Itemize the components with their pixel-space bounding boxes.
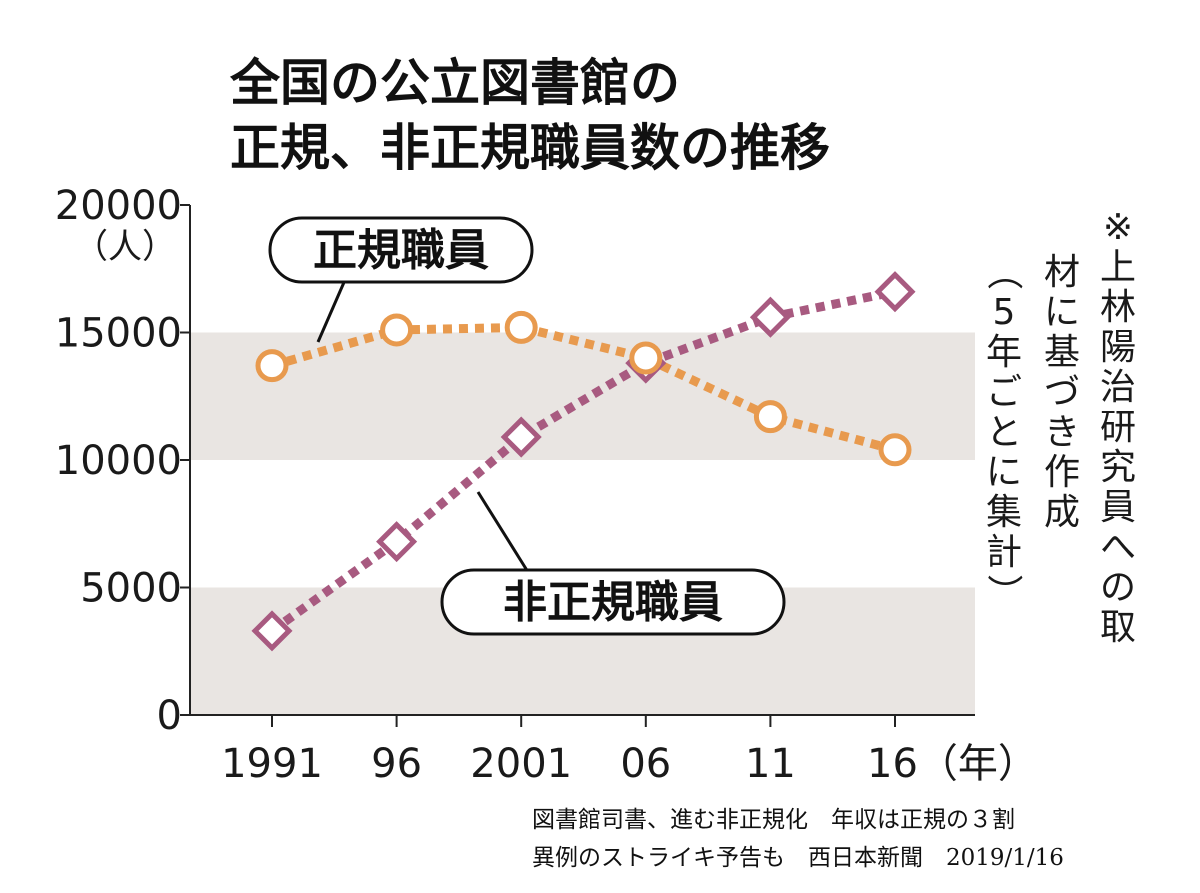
data-point-diamond	[376, 521, 418, 563]
data-point-circle	[878, 433, 912, 467]
note-char: 員	[1100, 487, 1136, 528]
note-char: 研	[1100, 407, 1136, 448]
note-char: 治	[1100, 367, 1136, 408]
note-char: 林	[1100, 287, 1136, 328]
note-char: ご	[986, 372, 1022, 413]
x-tick-label: 2001	[470, 741, 572, 787]
series-label-nonregular: 非正規職員	[503, 577, 723, 628]
y-tick-label: 20000	[55, 183, 182, 229]
note-char: へ	[1100, 527, 1136, 568]
source-caption-line-2: 異例のストライキ予告も 西日本新聞 2019/1/16	[532, 845, 1064, 871]
note-char: 基	[1044, 332, 1080, 373]
series-line-1	[269, 287, 896, 635]
source-caption-line-1: 図書館司書、進む非正規化 年収は正規の３割	[532, 807, 1015, 833]
note-char: 上	[1100, 247, 1136, 288]
data-point-diamond	[251, 610, 293, 652]
x-axis: 1991 96 2001 06 11 16（年）	[190, 714, 1038, 787]
note-char: 年	[986, 332, 1022, 373]
chart-title-line-1: 全国の公立図書館の	[229, 54, 680, 112]
note-char: に	[1044, 292, 1080, 333]
note-char: 成	[1044, 492, 1080, 533]
note-char: の	[1100, 567, 1136, 608]
note-char: 5	[993, 292, 1016, 333]
note-char: 究	[1100, 447, 1136, 488]
note-char: ）	[983, 574, 1024, 610]
series-label-connector-nonregular	[476, 491, 530, 573]
grid-bands	[190, 332, 975, 715]
note-char: 取	[1100, 607, 1136, 648]
y-tick-label: 10000	[55, 438, 182, 484]
series-lines	[251, 271, 916, 652]
data-point-diamond	[874, 271, 916, 313]
data-point-diamond	[500, 416, 542, 458]
note-char: づ	[1044, 372, 1080, 413]
y-tick-label: 15000	[55, 311, 182, 357]
data-point-circle	[504, 310, 538, 344]
chart-title-line-2: 正規、非正規職員数の推移	[230, 119, 830, 177]
series-label-connector-regular	[316, 279, 347, 343]
data-point-circle	[380, 313, 414, 347]
y-tick-label: 5000	[80, 566, 182, 612]
data-point-diamond	[749, 296, 791, 338]
x-tick-label: 96	[371, 741, 422, 787]
y-axis: 0 5000 10000 15000 20000	[55, 183, 191, 739]
note-char: き	[1044, 412, 1080, 453]
x-tick-label: 16（年）	[867, 741, 1038, 787]
series-label-box-nonregular	[440, 568, 786, 636]
y-axis-unit: （人）	[74, 227, 176, 267]
series-label-box-regular	[268, 216, 534, 284]
note-char: に	[986, 452, 1022, 493]
note-char: と	[986, 412, 1022, 453]
note-char: 計	[986, 532, 1022, 573]
x-tick-label: 11	[745, 741, 796, 787]
series-label-regular: 正規職員	[313, 225, 489, 276]
x-tick-label: 1991	[221, 741, 323, 787]
note-char: 作	[1044, 452, 1080, 493]
note-char: 陽	[1100, 327, 1136, 368]
x-tick-label: 06	[620, 741, 671, 787]
note-char: ※	[1103, 207, 1133, 248]
note-char: （	[983, 254, 1024, 290]
note-char: 集	[986, 492, 1022, 533]
note-char: 材	[1044, 252, 1080, 293]
data-point-circle	[753, 400, 787, 434]
data-point-circle	[629, 341, 663, 375]
y-tick-label: 0	[157, 693, 182, 739]
data-point-circle	[255, 349, 289, 383]
